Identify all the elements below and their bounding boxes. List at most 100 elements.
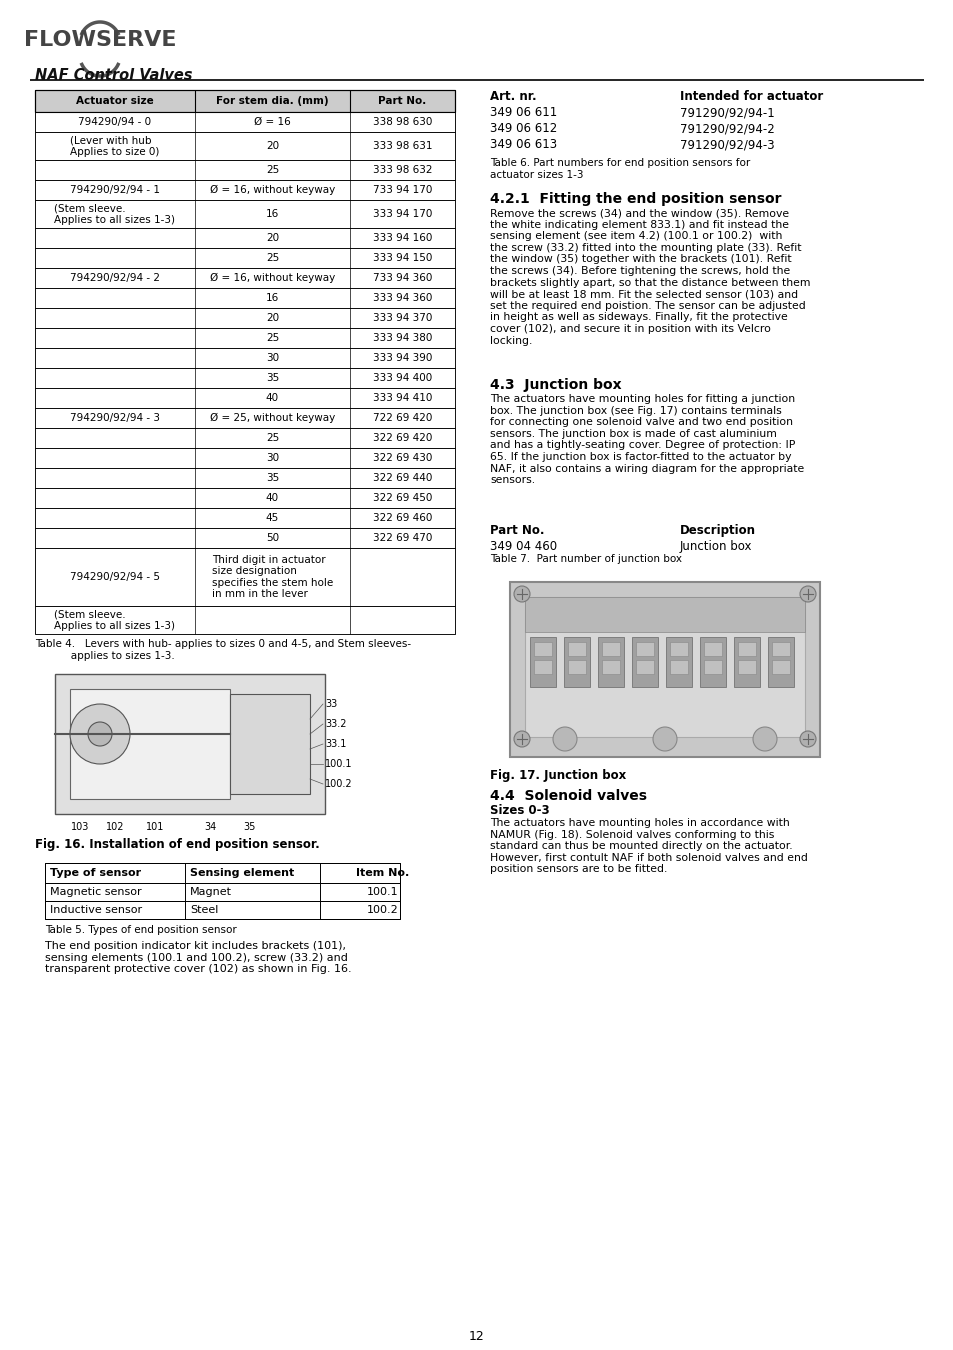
Text: 333 94 390: 333 94 390	[373, 352, 432, 363]
Text: 30: 30	[266, 352, 279, 363]
Text: 791290/92/94-1: 791290/92/94-1	[679, 107, 774, 119]
Text: 322 69 430: 322 69 430	[373, 454, 432, 463]
Text: 103: 103	[71, 822, 89, 832]
Text: 4.2.1  Fitting the end position sensor: 4.2.1 Fitting the end position sensor	[490, 192, 781, 207]
Text: 322 69 460: 322 69 460	[373, 513, 432, 522]
Circle shape	[800, 586, 815, 602]
Text: 349 04 460: 349 04 460	[490, 540, 557, 553]
Bar	[45, 900, 399, 919]
Bar	[45, 863, 399, 883]
Text: The end position indicator kit includes brackets (101),
sensing elements (100.1 : The end position indicator kit includes …	[45, 941, 352, 975]
Bar	[35, 288, 455, 308]
Text: Fig. 17. Junction box: Fig. 17. Junction box	[490, 769, 625, 782]
Bar	[524, 597, 804, 632]
Text: 100.2: 100.2	[325, 779, 353, 788]
Bar	[665, 637, 691, 687]
Text: 25: 25	[266, 333, 279, 343]
Bar	[45, 883, 399, 900]
Text: 791290/92/94-2: 791290/92/94-2	[679, 122, 774, 135]
Text: Third digit in actuator
size designation
specifies the stem hole
in mm in the le: Third digit in actuator size designation…	[212, 555, 333, 599]
Text: 100.1: 100.1	[325, 759, 352, 769]
Bar	[703, 660, 721, 674]
Text: 35: 35	[244, 822, 256, 832]
Text: 16: 16	[266, 209, 279, 219]
Bar	[738, 660, 755, 674]
Bar	[703, 643, 721, 656]
Text: 333 94 410: 333 94 410	[373, 393, 432, 404]
Bar	[35, 90, 455, 112]
Text: 333 98 632: 333 98 632	[373, 165, 432, 176]
Bar	[598, 637, 623, 687]
Text: 4.3  Junction box: 4.3 Junction box	[490, 378, 621, 392]
Text: 20: 20	[266, 140, 279, 151]
Text: 33.2: 33.2	[325, 720, 346, 729]
Text: 333 94 400: 333 94 400	[373, 373, 432, 383]
Text: Ø = 16: Ø = 16	[253, 117, 291, 127]
Bar	[567, 643, 585, 656]
Bar	[70, 688, 230, 799]
Text: 791290/92/94-3: 791290/92/94-3	[679, 138, 774, 151]
Circle shape	[70, 703, 130, 764]
Circle shape	[88, 722, 112, 747]
Text: 333 94 150: 333 94 150	[373, 252, 432, 263]
Text: (Stem sleeve.
Applies to all sizes 1-3): (Stem sleeve. Applies to all sizes 1-3)	[54, 609, 175, 630]
Text: 794290/92/94 - 1: 794290/92/94 - 1	[70, 185, 160, 194]
Text: 322 69 420: 322 69 420	[373, 433, 432, 443]
Bar	[35, 548, 455, 606]
Bar	[35, 132, 455, 161]
Text: Steel: Steel	[190, 904, 218, 915]
Text: 50: 50	[266, 533, 279, 543]
Bar	[35, 180, 455, 200]
Text: Table 5. Types of end position sensor: Table 5. Types of end position sensor	[45, 925, 236, 936]
Text: 25: 25	[266, 433, 279, 443]
Text: 33: 33	[325, 699, 337, 709]
Bar	[510, 582, 820, 757]
Text: 45: 45	[266, 513, 279, 522]
Text: 30: 30	[266, 454, 279, 463]
Circle shape	[553, 728, 577, 751]
Text: Table 4.   Levers with hub- applies to sizes 0 and 4-5, and Stem sleeves-
      : Table 4. Levers with hub- applies to siz…	[35, 639, 411, 660]
Circle shape	[800, 730, 815, 747]
Text: 25: 25	[266, 165, 279, 176]
Bar	[534, 660, 552, 674]
Bar	[631, 637, 658, 687]
Bar	[35, 508, 455, 528]
Text: 349 06 613: 349 06 613	[490, 138, 557, 151]
Text: For stem dia. (mm): For stem dia. (mm)	[216, 96, 329, 107]
Text: 16: 16	[266, 293, 279, 302]
Bar	[669, 643, 687, 656]
Circle shape	[752, 728, 776, 751]
Text: Table 7.  Part number of junction box: Table 7. Part number of junction box	[490, 554, 681, 564]
Text: Ø = 16, without keyway: Ø = 16, without keyway	[210, 273, 335, 284]
Text: 733 94 360: 733 94 360	[373, 273, 432, 284]
Text: 102: 102	[106, 822, 124, 832]
Text: Type of sensor: Type of sensor	[50, 868, 141, 878]
Circle shape	[514, 586, 530, 602]
Text: 101: 101	[146, 822, 164, 832]
Text: 333 94 160: 333 94 160	[373, 234, 432, 243]
Bar	[35, 328, 455, 348]
Text: Fig. 16. Installation of end position sensor.: Fig. 16. Installation of end position se…	[35, 838, 319, 850]
Bar	[771, 643, 789, 656]
Bar	[534, 643, 552, 656]
Bar	[35, 369, 455, 387]
Text: 100.1: 100.1	[366, 887, 398, 896]
Text: 322 69 450: 322 69 450	[373, 493, 432, 504]
Bar	[35, 200, 455, 228]
Text: 794290/92/94 - 2: 794290/92/94 - 2	[70, 273, 160, 284]
Bar	[35, 448, 455, 468]
Text: 794290/94 - 0: 794290/94 - 0	[78, 117, 152, 127]
Text: 322 69 470: 322 69 470	[373, 533, 432, 543]
Bar	[35, 228, 455, 248]
Bar	[35, 308, 455, 328]
Text: 322 69 440: 322 69 440	[373, 472, 432, 483]
Text: 333 98 631: 333 98 631	[373, 140, 432, 151]
Text: 20: 20	[266, 234, 279, 243]
Text: 100.2: 100.2	[366, 904, 398, 915]
Text: Sizes 0-3: Sizes 0-3	[490, 805, 549, 817]
Text: 333 94 380: 333 94 380	[373, 333, 432, 343]
Bar	[601, 643, 619, 656]
Text: Junction box: Junction box	[679, 540, 752, 553]
Text: 35: 35	[266, 472, 279, 483]
Text: 722 69 420: 722 69 420	[373, 413, 432, 423]
